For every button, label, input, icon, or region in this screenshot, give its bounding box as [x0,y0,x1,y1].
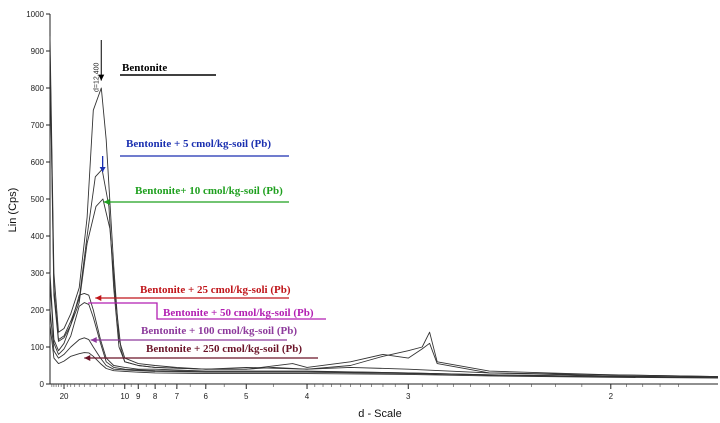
peak-marker-arrowhead [98,74,105,81]
y-tick-label: 100 [31,343,45,352]
annotation-label-bentonite-100-cmol-kg-soil-pb: Bentonite + 100 cmol/kg-soil (Pb) [141,325,297,337]
annotation-label-bentonite-25-cmol-kg-soli-pb: Bentonite + 25 cmol/kg-soli (Pb) [140,284,291,296]
x-tick-label: 9 [136,392,141,401]
series-line-bentonite-100-cmol-kg-soil-pb [49,309,719,378]
annotation-label-bentonite-10-cmol-kg-soil-pb: Bentonite+ 10 cmol/kg-soil (Pb) [135,185,283,197]
y-tick-label: 200 [31,306,45,315]
annotation-arrowhead-bentonite-25-cmol-kg-soli-pb [95,295,102,301]
y-axis-ticks: 0 100 200 300 400 500 600 700 800 900 1000 [26,10,50,389]
annotation-label-bentonite: Bentonite [122,62,167,74]
y-tick-label: 0 [40,380,45,389]
series-line-bentonite-50-cmol-kg-soil-pb [49,280,719,378]
x-tick-label: 6 [204,392,209,401]
y-tick-label: 500 [31,195,45,204]
series-line-bentonite-10-cmol-kg-soil-pb [49,58,719,378]
y-tick-label: 700 [31,121,45,130]
y-axis-label: Lin (Cps) [7,188,19,233]
x-tick-label: 5 [244,392,249,401]
peak-label: d=12.400 [93,63,100,92]
annotation-label-bentonite-250-cmol-kg-soil-pb: Bentonite + 250 cmol/kg-soil (Pb) [146,343,302,355]
x-tick-label: 7 [175,392,180,401]
annotation-connector-bentonite-50-cmol-kg-soil-pb [88,302,326,320]
annotation-label-bentonite-50-cmol-kg-soil-pb: Bentonite + 50 cmol/kg-soil (Pb) [163,307,314,319]
x-tick-label: 4 [305,392,310,401]
x-tick-label: 3 [406,392,411,401]
annotation-arrowhead-bentonite-100-cmol-kg-soil-pb [90,337,97,343]
annotation-arrowhead-bentonite-250-cmol-kg-soil-pb [84,355,91,361]
y-tick-label: 600 [31,158,45,167]
x-axis-label: d - Scale [358,408,401,420]
series-line-bentonite-250-cmol-kg-soil-pb [49,324,719,379]
y-tick-label: 400 [31,232,45,241]
annotations: d=12.400 Bentonite Bentonite + 5 cmol/kg-s… [84,40,326,361]
annotation-arrowhead-bentonite-5-cmol-kg-soil-pb [99,167,106,172]
y-tick-label: 300 [31,269,45,278]
x-tick-label: 2 [609,392,614,401]
x-axis-ticks: 20 10 9 8 7 6 5 4 3 2 [51,384,679,401]
y-tick-label: 1000 [26,10,44,19]
y-tick-label: 800 [31,84,45,93]
annotation-arrowhead-bentonite-10-cmol-kg-soil-pb [103,199,110,205]
annotation-label-bentonite-5-cmol-kg-soil-pb: Bentonite + 5 cmol/kg-soil (Pb) [126,138,271,150]
y-tick-label: 900 [31,47,45,56]
x-tick-label: 10 [120,392,129,401]
x-tick-label: 8 [153,392,158,401]
x-tick-label: 20 [60,392,69,401]
